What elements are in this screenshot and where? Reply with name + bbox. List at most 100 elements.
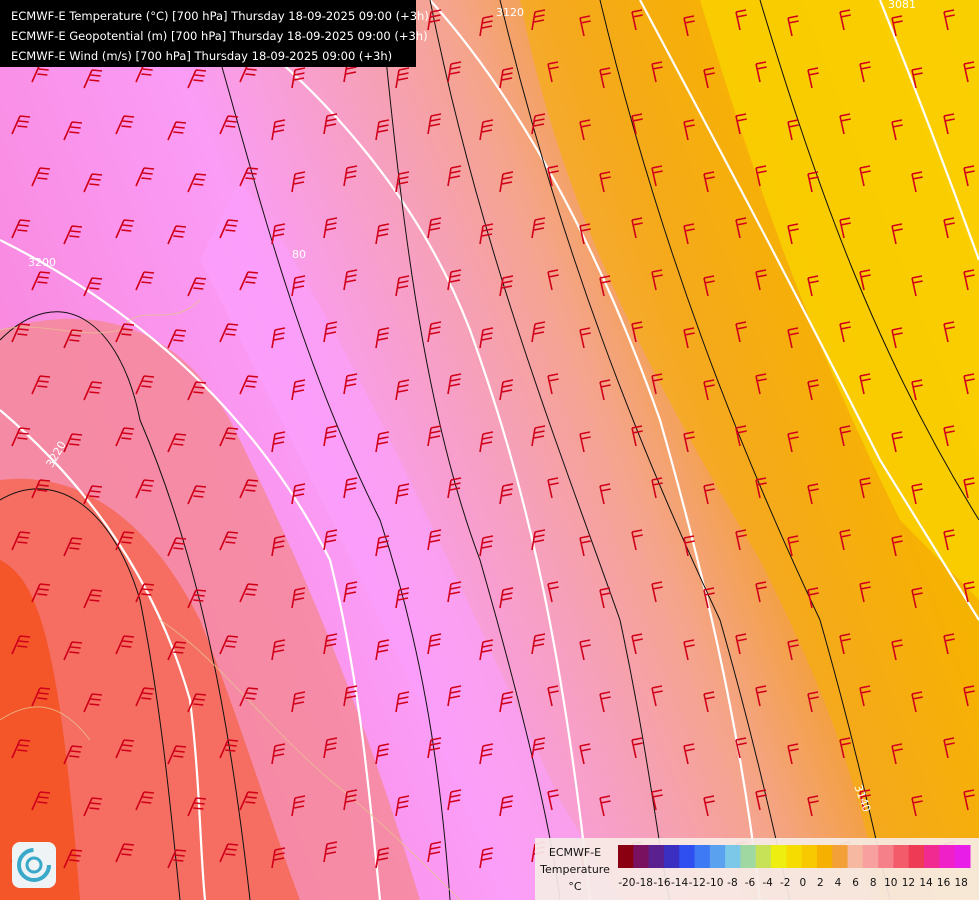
wind-barb	[683, 327, 695, 349]
wind-barb	[395, 483, 410, 505]
wind-barb	[499, 483, 514, 505]
wind-barb	[963, 477, 975, 499]
wind-barb	[963, 165, 975, 187]
wind-barb	[187, 173, 207, 193]
wind-barb	[531, 737, 546, 759]
wind-barb	[63, 641, 83, 661]
wind-barb	[479, 743, 494, 765]
legend-title-line: ECMWF-E	[549, 846, 601, 859]
logo	[12, 842, 56, 888]
wind-barb	[631, 737, 643, 759]
cold-zone	[200, 180, 620, 900]
wind-barb	[787, 223, 799, 245]
wind-barb	[787, 327, 799, 349]
wind-barb	[599, 171, 611, 193]
wind-barb	[271, 535, 286, 557]
wind-barb	[63, 225, 83, 245]
wind-barb	[375, 223, 390, 245]
wind-barb	[167, 849, 187, 869]
wind-barb	[963, 685, 975, 707]
legend-swatch	[893, 845, 910, 868]
wind-barb	[135, 479, 155, 499]
colorbar: -20 -18 -16 -14 -12 -10 -8 -6 -4 -2 0 2 4 6 8 10 12 14 16 1…	[618, 845, 971, 889]
wind-barb	[31, 375, 51, 395]
wind-barb	[755, 685, 767, 707]
wind-barb	[271, 327, 286, 349]
wind-barb	[579, 743, 591, 765]
wind-barb	[755, 477, 767, 499]
wind-barb	[651, 269, 663, 291]
wind-barb	[787, 15, 799, 37]
header-line: ECMWF-E Temperature (°C) [700 hPa] Thurs…	[11, 9, 429, 23]
wind-barb	[83, 797, 103, 817]
wind-barb	[323, 737, 338, 759]
wind-barb	[187, 797, 207, 817]
legend-swatch	[694, 845, 711, 868]
wind-barb	[375, 639, 390, 661]
wind-barb	[735, 9, 747, 31]
wind-barb	[447, 165, 462, 187]
wind-barb	[807, 171, 819, 193]
header-line: ECMWF-E Geopotential (m) [700 hPa] Thurs…	[11, 29, 428, 43]
contour-label: 3081	[888, 0, 916, 11]
legend-swatch	[755, 845, 772, 868]
warm-zone	[0, 560, 80, 900]
wind-barb	[911, 587, 923, 609]
wind-barb	[531, 425, 546, 447]
wind-barb	[891, 535, 903, 557]
wind-barb	[395, 587, 410, 609]
wind-barb	[735, 737, 747, 759]
wind-barb	[703, 67, 715, 89]
wind-barb	[167, 537, 187, 557]
wind-barb	[135, 375, 155, 395]
wind-barb	[271, 119, 286, 141]
wind-barb	[427, 321, 442, 343]
wind-barb	[135, 271, 155, 291]
wind-barb	[891, 743, 903, 765]
wind-barb	[83, 69, 103, 89]
wind-barb	[859, 269, 871, 291]
wind-barb	[427, 217, 442, 239]
wind-barb	[115, 635, 135, 655]
wind-barb	[755, 373, 767, 395]
wind-barb	[891, 15, 903, 37]
wind-barb	[499, 587, 514, 609]
wind-barb	[963, 581, 975, 603]
wind-barb	[839, 529, 851, 551]
wind-barb	[291, 691, 306, 713]
wind-barb	[859, 477, 871, 499]
wind-barb	[651, 789, 663, 811]
wind-barb	[943, 737, 955, 759]
wind-barb	[891, 223, 903, 245]
wind-barb	[755, 269, 767, 291]
wind-barb	[807, 691, 819, 713]
wind-barb	[807, 795, 819, 817]
wind-barb	[291, 67, 306, 89]
legend-tick-label: 10	[884, 877, 897, 889]
wind-barb	[115, 531, 135, 551]
wind-barb	[911, 379, 923, 401]
wind-barb	[547, 477, 559, 499]
wind-barb	[703, 795, 715, 817]
wind-barb	[83, 173, 103, 193]
wind-barb	[291, 795, 306, 817]
wind-barb	[167, 121, 187, 141]
wind-barb	[219, 531, 239, 551]
wind-barb	[735, 529, 747, 551]
wind-barb	[115, 219, 135, 239]
wind-barb	[167, 433, 187, 453]
wind-barb	[579, 327, 591, 349]
legend-title-line: °C	[568, 880, 582, 893]
wind-barb	[447, 373, 462, 395]
wind-barb	[323, 113, 338, 135]
wind-barb	[271, 743, 286, 765]
wind-barb	[839, 633, 851, 655]
wind-barb	[239, 687, 259, 707]
coastlines	[0, 299, 461, 901]
wind-barb	[343, 269, 358, 291]
wind-barb	[83, 277, 103, 297]
wind-barb	[651, 61, 663, 83]
